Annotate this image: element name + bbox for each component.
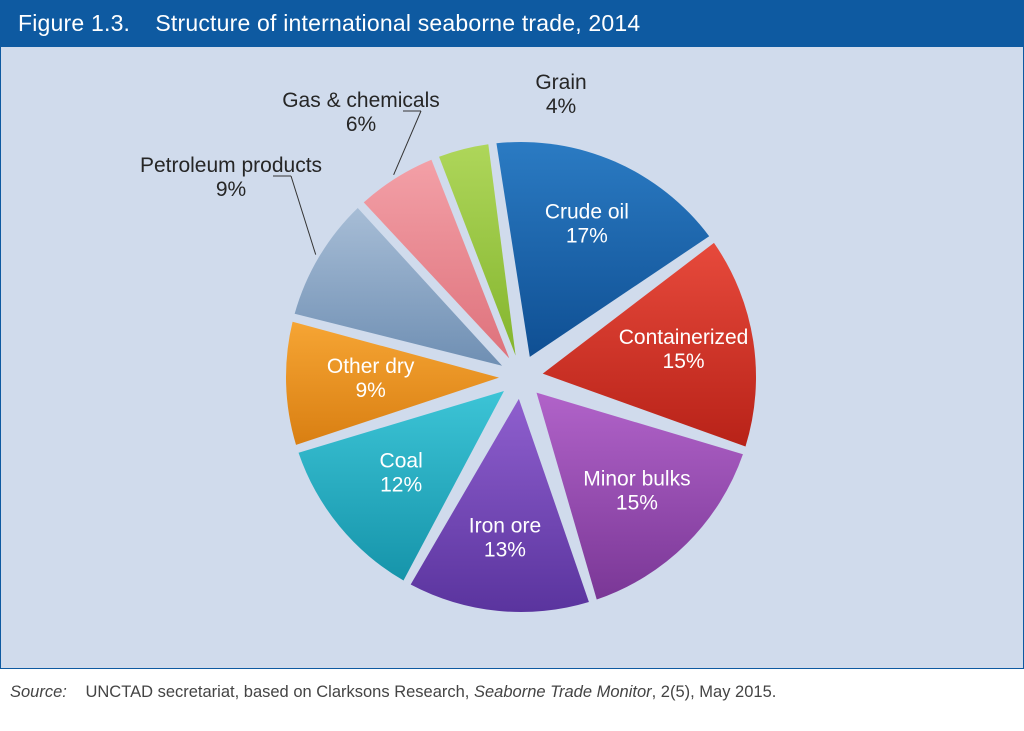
pie-label: Other dry	[327, 355, 415, 378]
pie-label: Iron ore	[469, 515, 541, 538]
pie-chart: Crude oil17%Containerized15%Minor bulks1…	[1, 47, 1024, 669]
pie-label: Gas & chemicals	[282, 89, 440, 112]
pie-label: 9%	[216, 178, 246, 201]
pie-label: 17%	[566, 224, 608, 247]
pie-label: 15%	[663, 350, 705, 373]
pie-label: Crude oil	[545, 200, 629, 223]
pie-label: 9%	[355, 379, 385, 402]
chart-panel: Crude oil17%Containerized15%Minor bulks1…	[0, 47, 1024, 669]
figure-title-text: Structure of international seaborne trad…	[155, 10, 640, 36]
figure-container: Figure 1.3. Structure of international s…	[0, 0, 1024, 702]
source-suffix: , 2(5), May 2015.	[652, 683, 777, 701]
source-prefix: UNCTAD secretariat, based on Clarksons R…	[85, 683, 474, 701]
pie-label: 4%	[546, 95, 576, 118]
pie-label: Petroleum products	[140, 154, 322, 177]
leader-line	[394, 111, 421, 175]
pie-label: Containerized	[619, 326, 749, 349]
pie-label: 15%	[616, 492, 658, 515]
figure-source: Source: UNCTAD secretariat, based on Cla…	[0, 669, 1024, 702]
pie-label: Coal	[380, 449, 423, 472]
pie-label: Grain	[535, 71, 586, 94]
figure-title-bar: Figure 1.3. Structure of international s…	[0, 0, 1024, 47]
source-label: Source:	[10, 683, 67, 701]
figure-number: Figure 1.3.	[18, 10, 130, 36]
leader-line	[291, 176, 316, 255]
pie-label: 6%	[346, 113, 376, 136]
source-italic: Seaborne Trade Monitor	[474, 683, 652, 701]
pie-label: 12%	[380, 473, 422, 496]
pie-label: 13%	[484, 539, 526, 562]
pie-label: Minor bulks	[583, 468, 690, 491]
